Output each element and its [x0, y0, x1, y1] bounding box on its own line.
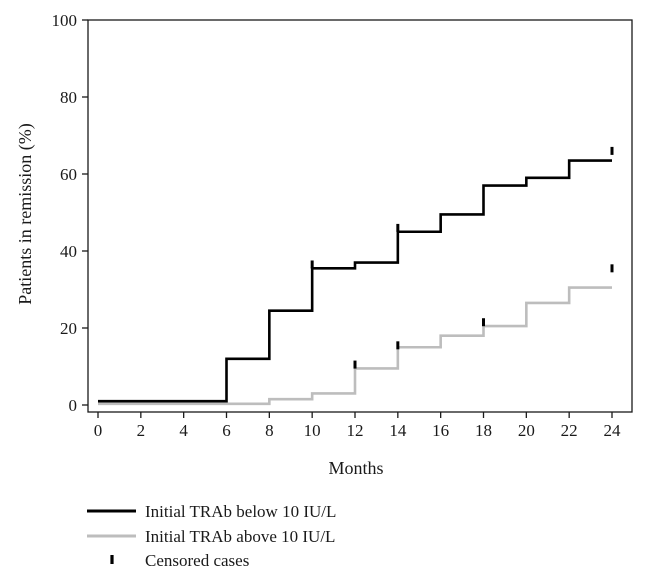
- legend-label: Initial TRAb above 10 IU/L: [145, 527, 335, 546]
- y-axis-title: Patients in remission (%): [15, 123, 36, 304]
- legend-item: Initial TRAb above 10 IU/L: [87, 527, 335, 546]
- series-layer: [98, 146, 614, 406]
- x-tick-label: 12: [347, 421, 364, 440]
- x-tick-label: 22: [561, 421, 578, 440]
- y-tick-label: 40: [60, 242, 77, 261]
- plot-frame: [87, 19, 633, 413]
- x-tick-label: 16: [432, 421, 449, 440]
- legend-item: Initial TRAb below 10 IU/L: [87, 502, 336, 521]
- series-line-1: [98, 159, 612, 403]
- y-tick-label: 100: [52, 11, 78, 30]
- legend: Initial TRAb below 10 IU/L Initial TRAb a…: [87, 502, 336, 570]
- x-tick-label: 24: [604, 421, 622, 440]
- x-tick-label: 14: [389, 421, 407, 440]
- x-tick-label: 0: [94, 421, 103, 440]
- y-tick-label: 0: [69, 396, 78, 415]
- y-tick-label: 60: [60, 165, 77, 184]
- legend-item: Censored cases: [110, 551, 249, 570]
- x-tick-label: 6: [222, 421, 231, 440]
- y-tick-label: 80: [60, 88, 77, 107]
- x-axis-title: Months: [328, 458, 383, 478]
- x-tick-label: 8: [265, 421, 274, 440]
- x-tick-label: 4: [179, 421, 188, 440]
- legend-label: Censored cases: [145, 551, 249, 570]
- x-tick-label: 2: [137, 421, 146, 440]
- x-tick-label: 10: [304, 421, 321, 440]
- x-tick-label: 20: [518, 421, 535, 440]
- legend-label: Initial TRAb below 10 IU/L: [145, 502, 336, 521]
- x-tick-label: 18: [475, 421, 492, 440]
- series-line-2: [98, 286, 612, 406]
- y-tick-label: 20: [60, 319, 77, 338]
